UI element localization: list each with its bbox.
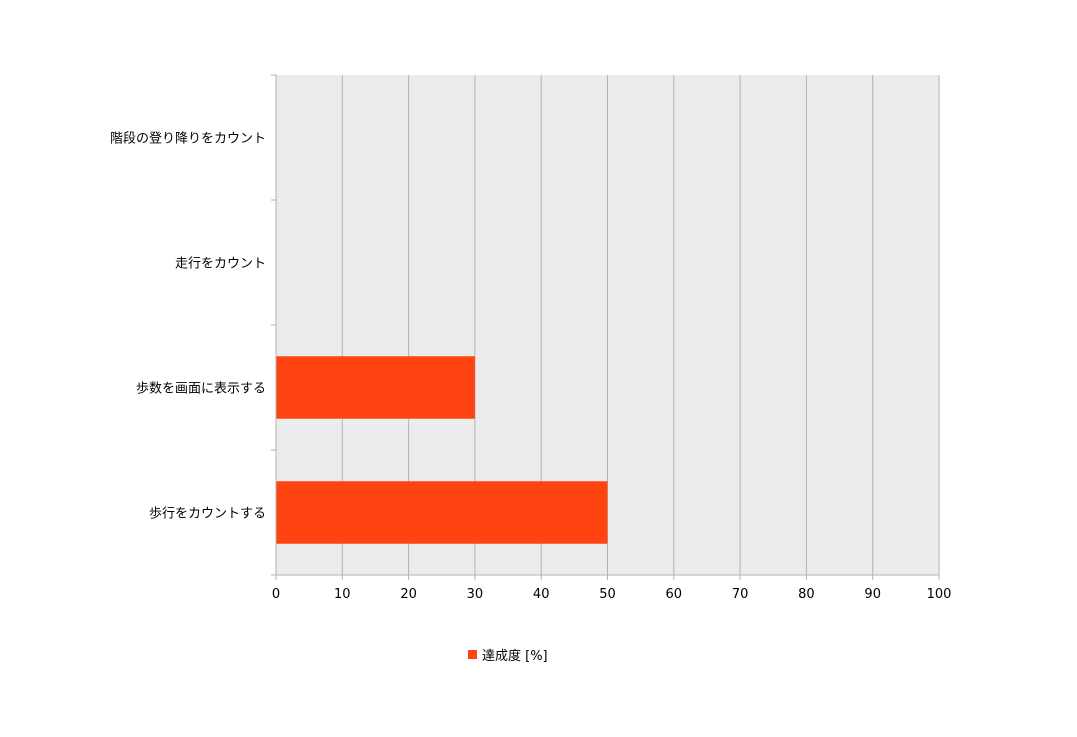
legend-label: 達成度 [%] <box>482 649 548 664</box>
x-tick-label: 40 <box>533 587 550 602</box>
x-tick-label: 80 <box>798 587 815 602</box>
x-tick-label: 0 <box>272 587 280 602</box>
legend: 達成度 [%] <box>468 645 548 664</box>
x-tick-label: 30 <box>467 587 484 602</box>
category-label: 歩行をカウントする <box>149 507 266 522</box>
x-tick-label: 50 <box>599 587 616 602</box>
x-tick-label: 100 <box>927 587 952 602</box>
x-tick-label: 90 <box>864 587 881 602</box>
category-label: 階段の登り降りをカウント <box>110 132 266 147</box>
x-tick-label: 20 <box>400 587 417 602</box>
category-label: 走行をカウント <box>175 257 266 272</box>
bar <box>276 481 608 544</box>
category-label: 歩数を画面に表示する <box>136 382 266 397</box>
x-tick-label: 10 <box>334 587 351 602</box>
bar <box>276 356 475 419</box>
x-tick-label: 70 <box>732 587 749 602</box>
legend-swatch <box>468 650 477 659</box>
x-tick-label: 60 <box>666 587 683 602</box>
